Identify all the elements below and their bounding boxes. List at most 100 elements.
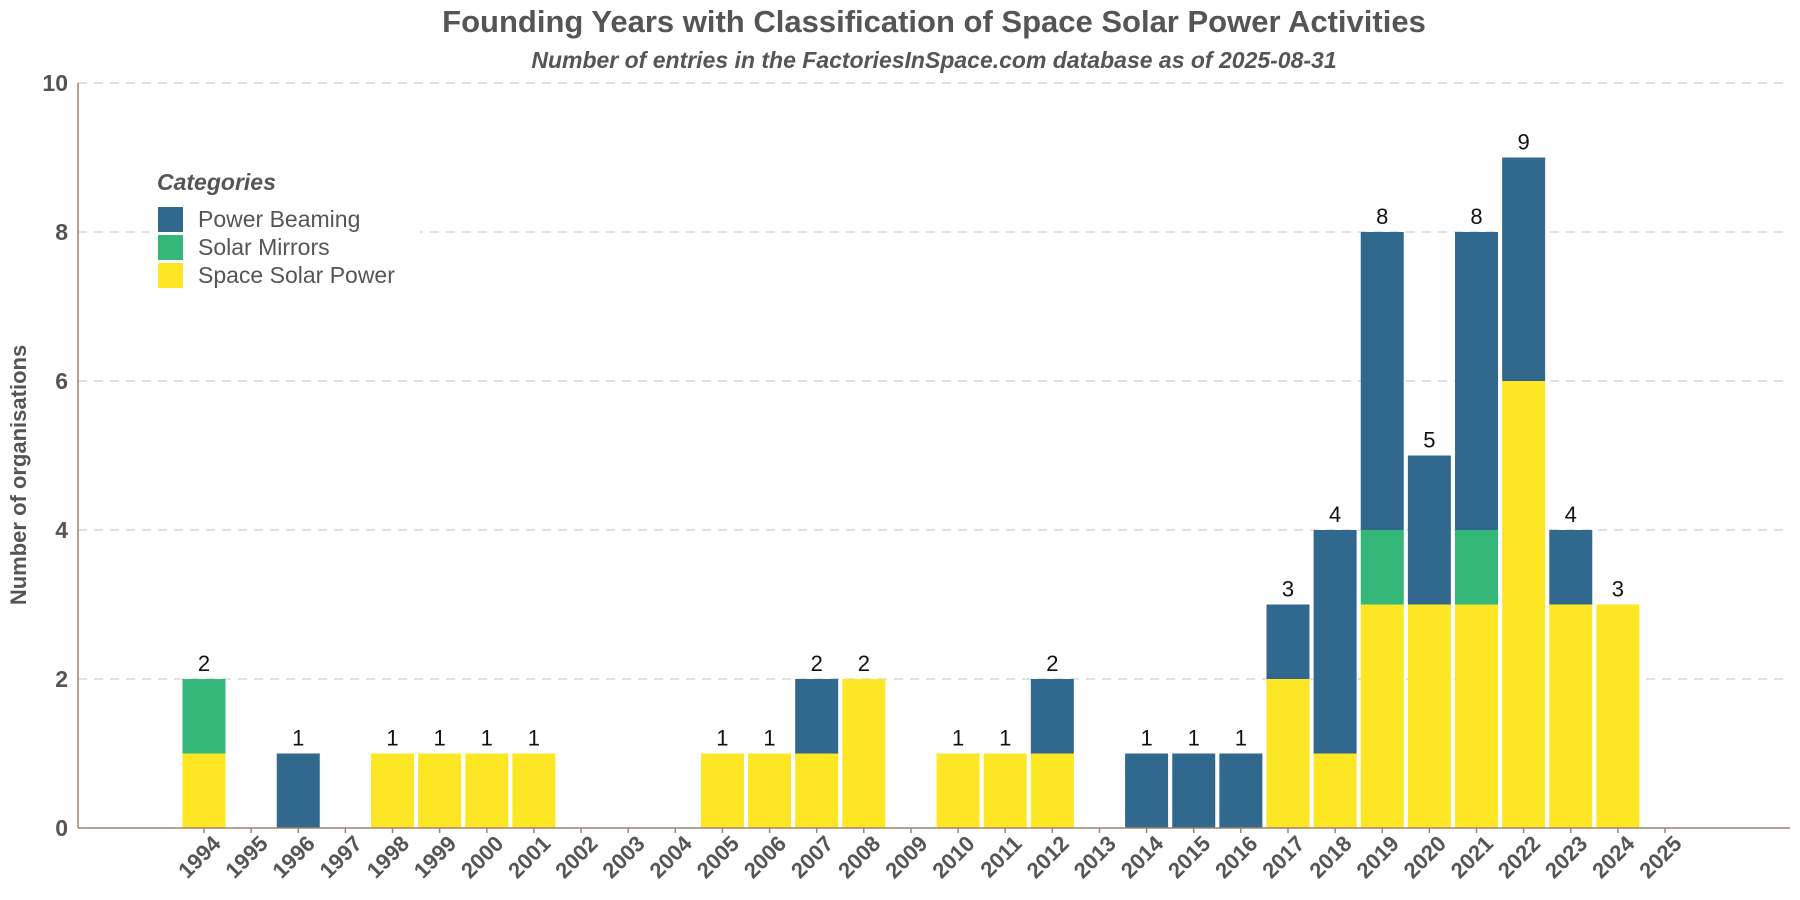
bar-segment: [371, 753, 415, 828]
data-label: 2: [811, 651, 823, 676]
x-tick-label: 2005: [692, 831, 744, 883]
x-tick-label: 2020: [1399, 831, 1451, 883]
bar-segment: [1455, 604, 1499, 828]
x-tick-label: 2017: [1257, 831, 1309, 883]
x-tick-label: 2001: [503, 831, 555, 883]
data-label: 1: [434, 726, 446, 751]
legend-title: Categories: [157, 169, 276, 195]
x-tick-label: 2010: [927, 831, 979, 883]
x-tick-label: 2022: [1493, 831, 1545, 883]
chart-title: Founding Years with Classification of Sp…: [442, 4, 1426, 39]
data-label: 1: [1188, 726, 1200, 751]
bar-segment: [842, 679, 886, 828]
chart-subtitle: Number of entries in the FactoriesInSpac…: [531, 47, 1336, 73]
legend-swatch: [158, 263, 183, 288]
x-tick-label: 2004: [645, 830, 698, 883]
data-label: 1: [716, 726, 728, 751]
y-tick-label: 6: [55, 368, 68, 394]
bar-segment: [1219, 753, 1263, 828]
y-tick-label: 10: [42, 70, 68, 96]
x-tick-label: 2014: [1116, 830, 1169, 883]
bar-segment: [983, 753, 1027, 828]
legend-background: [150, 170, 420, 295]
data-label: 5: [1423, 428, 1435, 453]
x-tick-label: 2015: [1163, 831, 1215, 883]
legend-label: Solar Mirrors: [198, 234, 330, 260]
x-tick-label: 2021: [1446, 831, 1498, 883]
bar-segment: [418, 753, 462, 828]
x-tick-label: 2008: [833, 831, 885, 883]
bar-segment: [1313, 530, 1357, 754]
y-tick-label: 4: [55, 517, 68, 543]
bar-segment: [182, 753, 226, 828]
legend-label: Space Solar Power: [198, 262, 395, 288]
y-tick-label: 0: [55, 815, 68, 841]
x-tick-label: 2002: [550, 831, 602, 883]
x-tick-label: 1997: [315, 831, 367, 883]
bar-segment: [1502, 157, 1546, 381]
x-tick-label: 2025: [1634, 831, 1686, 883]
data-label: 8: [1470, 204, 1482, 229]
y-tick-label: 2: [55, 666, 68, 692]
bar-segment: [1360, 530, 1404, 605]
y-axis-label: Number of organisations: [6, 345, 31, 605]
data-label: 1: [292, 726, 304, 751]
x-tick-label: 1999: [409, 831, 461, 883]
legend-swatch: [158, 207, 183, 232]
bars: [182, 157, 1640, 828]
legend-swatch: [158, 235, 183, 260]
bar-segment: [795, 753, 839, 828]
data-label: 3: [1282, 577, 1294, 602]
bar-segment: [1502, 381, 1546, 828]
x-tick-label: 2012: [1022, 831, 1074, 883]
x-tick-label: 2009: [880, 831, 932, 883]
x-tick-label: 2011: [975, 831, 1026, 882]
bar-segment: [276, 753, 320, 828]
bar-segment: [1125, 753, 1169, 828]
bar-segment: [1596, 604, 1640, 828]
x-tick-label: 1998: [362, 831, 414, 883]
data-label: 2: [858, 651, 870, 676]
data-label: 1: [481, 726, 493, 751]
bar-segment: [1030, 679, 1074, 754]
x-tick-label: 2013: [1069, 831, 1121, 883]
data-label: 3: [1612, 577, 1624, 602]
data-label: 8: [1376, 204, 1388, 229]
x-tick-label: 2003: [597, 831, 649, 883]
x-tick-label: 2019: [1351, 831, 1403, 883]
data-label: 1: [952, 726, 964, 751]
data-label: 1: [763, 726, 775, 751]
data-label: 4: [1329, 502, 1341, 527]
bar-segment: [465, 753, 509, 828]
x-tick-label: 2024: [1587, 830, 1640, 883]
data-label: 1: [999, 726, 1011, 751]
bar-segment: [1360, 232, 1404, 530]
bar-segment: [1266, 679, 1310, 828]
data-label: 9: [1518, 130, 1530, 155]
bar-segment: [1455, 232, 1499, 530]
bar-segment: [1030, 753, 1074, 828]
bar-segment: [1549, 604, 1593, 828]
data-label: 1: [386, 726, 398, 751]
bar-segment: [700, 753, 744, 828]
legend-label: Power Beaming: [198, 206, 360, 232]
x-tick-label: 1995: [220, 831, 272, 883]
bar-segment: [182, 679, 226, 754]
data-label: 4: [1565, 502, 1577, 527]
bar-segment: [1313, 753, 1357, 828]
x-tick-label: 2023: [1540, 831, 1592, 883]
data-label: 2: [1046, 651, 1058, 676]
data-labels: 2 1 1 1 1 1 1 1 2 2 1 1 2 1 1 1 3 4 8 5 8 9 4 3: [198, 130, 1624, 751]
bar-segment: [512, 753, 556, 828]
bar-segment: [1549, 530, 1593, 605]
bar-segment: [1360, 604, 1404, 828]
bar-segment: [1407, 455, 1451, 605]
data-label: 1: [528, 726, 540, 751]
bar-segment: [936, 753, 980, 828]
bar-segment: [1455, 530, 1499, 605]
bar-segment: [795, 679, 839, 754]
x-tick-label: 2000: [456, 831, 508, 883]
x-tick-label: 1996: [268, 831, 320, 883]
